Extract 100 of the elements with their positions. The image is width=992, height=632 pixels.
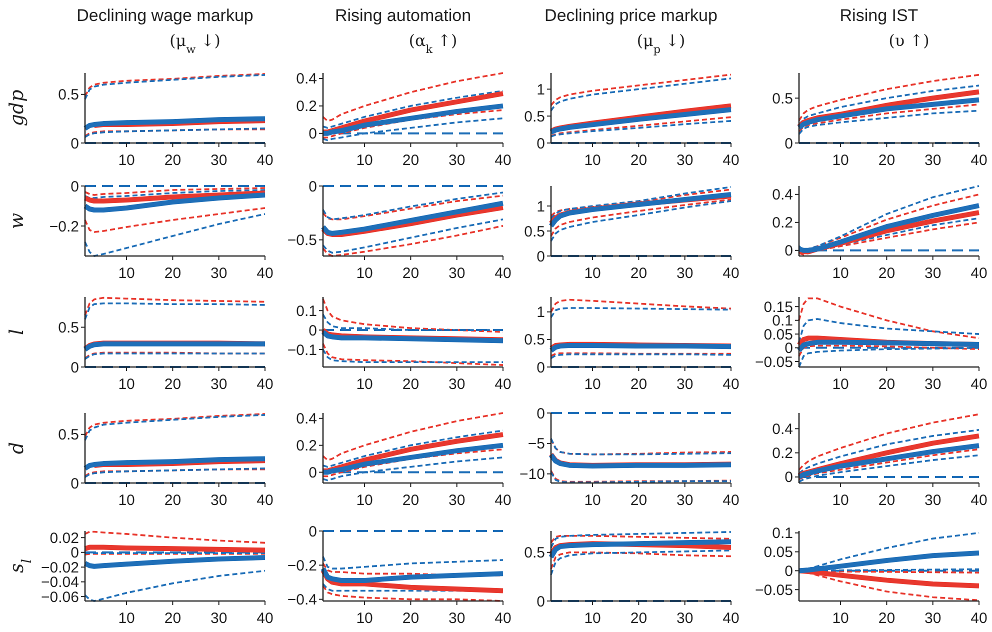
- x-tick-label: 40: [970, 265, 988, 282]
- x-tick-label: 40: [970, 492, 988, 509]
- y-tick-label: −10: [520, 466, 545, 484]
- chart-title: Rising automation: [334, 6, 472, 25]
- y-axis-title: w: [6, 212, 28, 230]
- x-tick-label: 30: [210, 152, 228, 169]
- x-tick-label: 40: [256, 152, 274, 169]
- x-tick-label: 30: [924, 265, 942, 282]
- y-tick-label: −0.4: [287, 592, 317, 609]
- y-tick-label: 0: [308, 178, 317, 196]
- x-tick-label: 40: [970, 152, 988, 169]
- x-tick-label: 10: [832, 376, 849, 393]
- y-tick-label: 0.02: [50, 530, 79, 547]
- y-tick-label: 1: [536, 304, 545, 322]
- x-tick-label: 20: [630, 492, 648, 509]
- y-tick-label: 0: [784, 242, 793, 260]
- y-tick-label: 0: [308, 523, 317, 540]
- x-tick-label: 10: [118, 152, 135, 169]
- y-tick-label: −5: [528, 436, 545, 453]
- x-tick-label: 10: [584, 492, 601, 509]
- y-tick-label: −0.5: [287, 232, 317, 250]
- x-tick-label: 30: [924, 492, 942, 509]
- y-tick-label: 1: [536, 81, 545, 98]
- x-tick-label: 20: [402, 376, 420, 393]
- y-tick-label: −0.02: [41, 559, 79, 576]
- x-tick-label: 20: [630, 376, 648, 393]
- y-axis-title: d: [6, 442, 28, 454]
- y-tick-label: 0.2: [296, 438, 317, 455]
- y-tick-label: 0.4: [772, 420, 793, 438]
- x-tick-label: 30: [210, 376, 228, 393]
- y-axis-title: l: [6, 328, 28, 336]
- x-tick-label: 30: [448, 492, 466, 509]
- x-tick-label: 40: [256, 265, 274, 282]
- y-tick-label: 0: [784, 562, 793, 580]
- x-tick-label: 30: [924, 610, 942, 627]
- x-tick-label: 10: [584, 152, 601, 169]
- y-tick-label: 0: [308, 322, 317, 340]
- x-tick-label: 40: [970, 376, 988, 393]
- y-tick-label: −0.2: [49, 218, 79, 236]
- x-tick-label: 10: [584, 265, 601, 282]
- x-tick-label: 20: [164, 152, 182, 169]
- x-tick-label: 40: [722, 492, 740, 509]
- x-tick-label: 10: [118, 610, 135, 627]
- x-tick-label: 40: [722, 610, 740, 627]
- x-tick-label: 20: [630, 265, 648, 282]
- y-tick-label: −0.05: [755, 582, 793, 599]
- x-tick-label: 20: [878, 492, 896, 509]
- x-tick-label: 20: [164, 492, 182, 509]
- x-tick-label: 30: [676, 376, 694, 393]
- x-tick-label: 40: [494, 610, 512, 627]
- y-tick-label: 0: [308, 126, 317, 143]
- y-tick-label: 0.1: [296, 302, 317, 320]
- x-tick-label: 10: [832, 492, 849, 509]
- x-tick-label: 40: [256, 376, 274, 393]
- x-tick-label: 20: [164, 376, 182, 393]
- y-axis-title: gdp: [6, 90, 28, 126]
- y-tick-label: 0: [70, 178, 79, 196]
- y-tick-label: 0: [70, 359, 79, 376]
- y-tick-label: 1: [536, 198, 545, 216]
- x-tick-label: 10: [356, 610, 373, 627]
- chart-subtitle: (υ ↑): [888, 31, 930, 50]
- chart-subtitle: (μ$_{p}$ ↓): [636, 31, 686, 56]
- y-tick-label: 0.2: [772, 214, 793, 232]
- x-tick-label: 30: [676, 265, 694, 282]
- x-tick-label: 40: [722, 376, 740, 393]
- y-tick-label: −0.1: [287, 342, 317, 359]
- y-tick-label: 0: [784, 135, 793, 152]
- y-tick-label: 0.4: [772, 186, 793, 204]
- y-tick-label: 0: [70, 544, 79, 562]
- x-tick-label: 20: [878, 610, 896, 627]
- y-tick-label: −0.06: [41, 588, 79, 606]
- y-tick-label: 0.4: [296, 410, 317, 428]
- y-tick-label: 0: [536, 135, 545, 152]
- x-tick-label: 20: [402, 492, 420, 509]
- chart-title: Declining wage markup: [76, 6, 254, 25]
- y-tick-label: 0: [308, 464, 317, 482]
- x-tick-label: 20: [878, 152, 896, 169]
- chart-title: Rising IST: [840, 6, 918, 25]
- x-tick-label: 30: [448, 152, 466, 169]
- x-tick-label: 20: [878, 376, 896, 393]
- x-tick-label: 20: [164, 265, 182, 282]
- x-tick-label: 10: [356, 265, 373, 282]
- x-tick-label: 10: [584, 610, 601, 627]
- x-tick-label: 30: [924, 152, 942, 169]
- x-tick-label: 10: [118, 265, 135, 282]
- y-tick-label: −0.2: [287, 557, 317, 574]
- y-tick-label: −0.04: [41, 574, 79, 592]
- y-tick-label: 0.5: [524, 108, 545, 126]
- x-tick-label: 10: [584, 376, 601, 393]
- x-tick-label: 40: [494, 265, 512, 282]
- chart-title: Declining price markup: [544, 6, 718, 25]
- x-tick-label: 40: [494, 376, 512, 393]
- y-tick-label: 0.2: [296, 98, 317, 116]
- x-tick-label: 20: [630, 152, 648, 169]
- x-tick-label: 30: [448, 265, 466, 282]
- x-tick-label: 20: [402, 265, 420, 282]
- x-tick-label: 20: [630, 610, 648, 627]
- y-tick-label: 0.5: [772, 90, 793, 108]
- x-tick-label: 30: [210, 265, 228, 282]
- x-tick-label: 40: [256, 492, 274, 509]
